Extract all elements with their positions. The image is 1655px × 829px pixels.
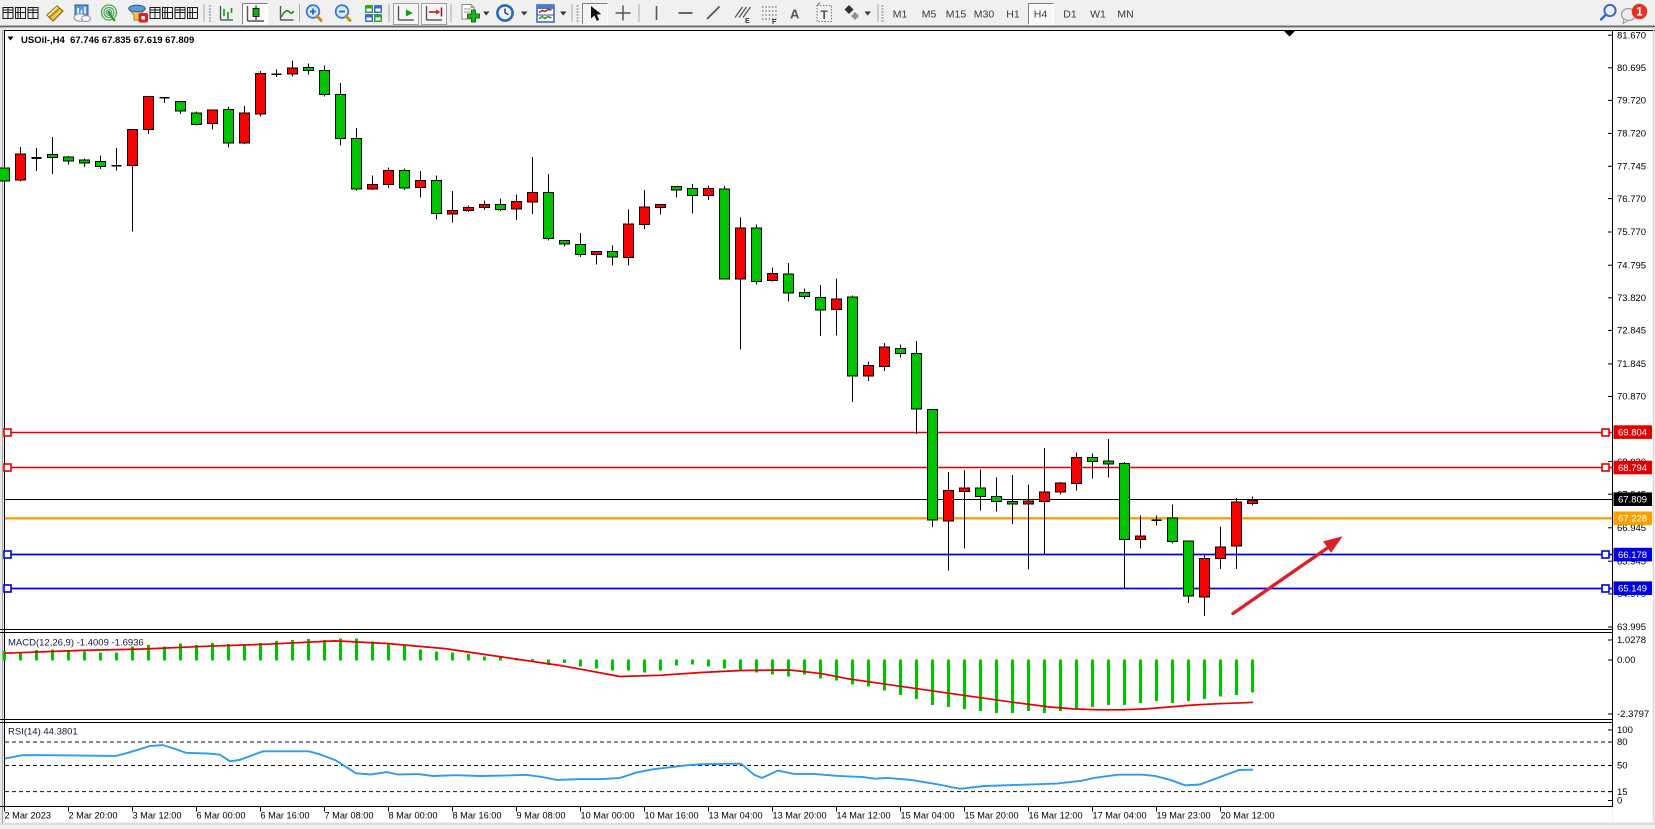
svg-text:67.809: 67.809: [1618, 495, 1647, 506]
svg-text:9 Mar 08:00: 9 Mar 08:00: [517, 811, 566, 821]
svg-text:15 Mar 20:00: 15 Mar 20:00: [965, 811, 1019, 821]
svg-text:MACD(12,26,9) -1.4009 -1.6936: MACD(12,26,9) -1.4009 -1.6936: [8, 638, 144, 649]
svg-text:M15: M15: [946, 9, 967, 21]
svg-text:2 Mar 20:00: 2 Mar 20:00: [69, 811, 118, 821]
svg-text:M5: M5: [922, 9, 937, 21]
svg-text:66.945: 66.945: [1617, 523, 1646, 534]
svg-text:W1: W1: [1090, 9, 1106, 21]
svg-text:13 Mar 20:00: 13 Mar 20:00: [773, 811, 827, 821]
svg-text:15 Mar 04:00: 15 Mar 04:00: [901, 811, 955, 821]
svg-text:73.820: 73.820: [1617, 293, 1646, 304]
svg-text:M1: M1: [893, 9, 908, 21]
svg-text:1: 1: [1636, 7, 1643, 19]
svg-text:68.794: 68.794: [1618, 463, 1647, 474]
svg-text:76.770: 76.770: [1617, 194, 1646, 205]
svg-text:D1: D1: [1063, 9, 1077, 21]
svg-text:H4: H4: [1034, 9, 1048, 21]
svg-text:0.00: 0.00: [1617, 655, 1636, 666]
svg-text:USOil-,H4 67.746 67.835 67.61: USOil-,H4 67.746 67.835 67.619 67.809: [21, 35, 194, 46]
svg-text:F: F: [772, 19, 777, 26]
svg-text:-2.3797: -2.3797: [1617, 709, 1649, 720]
svg-text:79.720: 79.720: [1617, 96, 1646, 107]
svg-text:16 Mar 12:00: 16 Mar 12:00: [1029, 811, 1083, 821]
svg-text:65.945: 65.945: [1617, 556, 1646, 567]
svg-text:H1: H1: [1006, 9, 1020, 21]
svg-text:77.745: 77.745: [1617, 162, 1646, 173]
svg-text:71.845: 71.845: [1617, 359, 1646, 370]
svg-text:81.670: 81.670: [1617, 30, 1646, 41]
svg-text:80: 80: [1617, 737, 1628, 748]
svg-text:72.845: 72.845: [1617, 326, 1646, 337]
svg-text:2 Mar 2023: 2 Mar 2023: [5, 811, 51, 821]
svg-text:78.720: 78.720: [1617, 129, 1646, 140]
svg-text:67.228: 67.228: [1618, 514, 1647, 525]
svg-text:19 Mar 23:00: 19 Mar 23:00: [1157, 811, 1211, 821]
svg-text:M30: M30: [974, 9, 995, 21]
svg-text:100: 100: [1617, 725, 1633, 736]
svg-text:17 Mar 04:00: 17 Mar 04:00: [1093, 811, 1147, 821]
svg-text:15: 15: [1617, 787, 1628, 798]
svg-text:66.178: 66.178: [1618, 550, 1647, 561]
svg-text:14 Mar 12:00: 14 Mar 12:00: [837, 811, 891, 821]
svg-text:8 Mar 16:00: 8 Mar 16:00: [453, 811, 502, 821]
svg-text:10 Mar 00:00: 10 Mar 00:00: [581, 811, 635, 821]
svg-text:8 Mar 00:00: 8 Mar 00:00: [389, 811, 438, 821]
svg-text:MN: MN: [1117, 9, 1133, 21]
svg-text:6 Mar 00:00: 6 Mar 00:00: [197, 811, 246, 821]
svg-text:69.804: 69.804: [1618, 428, 1647, 439]
svg-text:13 Mar 04:00: 13 Mar 04:00: [709, 811, 763, 821]
svg-text:RSI(14) 44.3801: RSI(14) 44.3801: [8, 727, 78, 738]
svg-text:50: 50: [1617, 761, 1628, 772]
svg-text:65.149: 65.149: [1618, 584, 1647, 595]
svg-text:1.0278: 1.0278: [1617, 635, 1646, 646]
svg-text:T: T: [821, 8, 829, 22]
svg-text:75.770: 75.770: [1617, 227, 1646, 238]
svg-text:A: A: [790, 7, 800, 22]
svg-text:74.795: 74.795: [1617, 260, 1646, 271]
svg-text:20 Mar 12:00: 20 Mar 12:00: [1221, 811, 1275, 821]
svg-text:6 Mar 16:00: 6 Mar 16:00: [261, 811, 310, 821]
svg-text:0: 0: [1617, 796, 1622, 807]
svg-text:10 Mar 16:00: 10 Mar 16:00: [645, 811, 699, 821]
svg-text:E: E: [745, 18, 750, 25]
svg-text:80.695: 80.695: [1617, 63, 1646, 74]
svg-text:63.995: 63.995: [1617, 622, 1646, 633]
svg-text:7 Mar 08:00: 7 Mar 08:00: [325, 811, 374, 821]
svg-text:3 Mar 12:00: 3 Mar 12:00: [133, 811, 182, 821]
svg-text:70.870: 70.870: [1617, 392, 1646, 403]
